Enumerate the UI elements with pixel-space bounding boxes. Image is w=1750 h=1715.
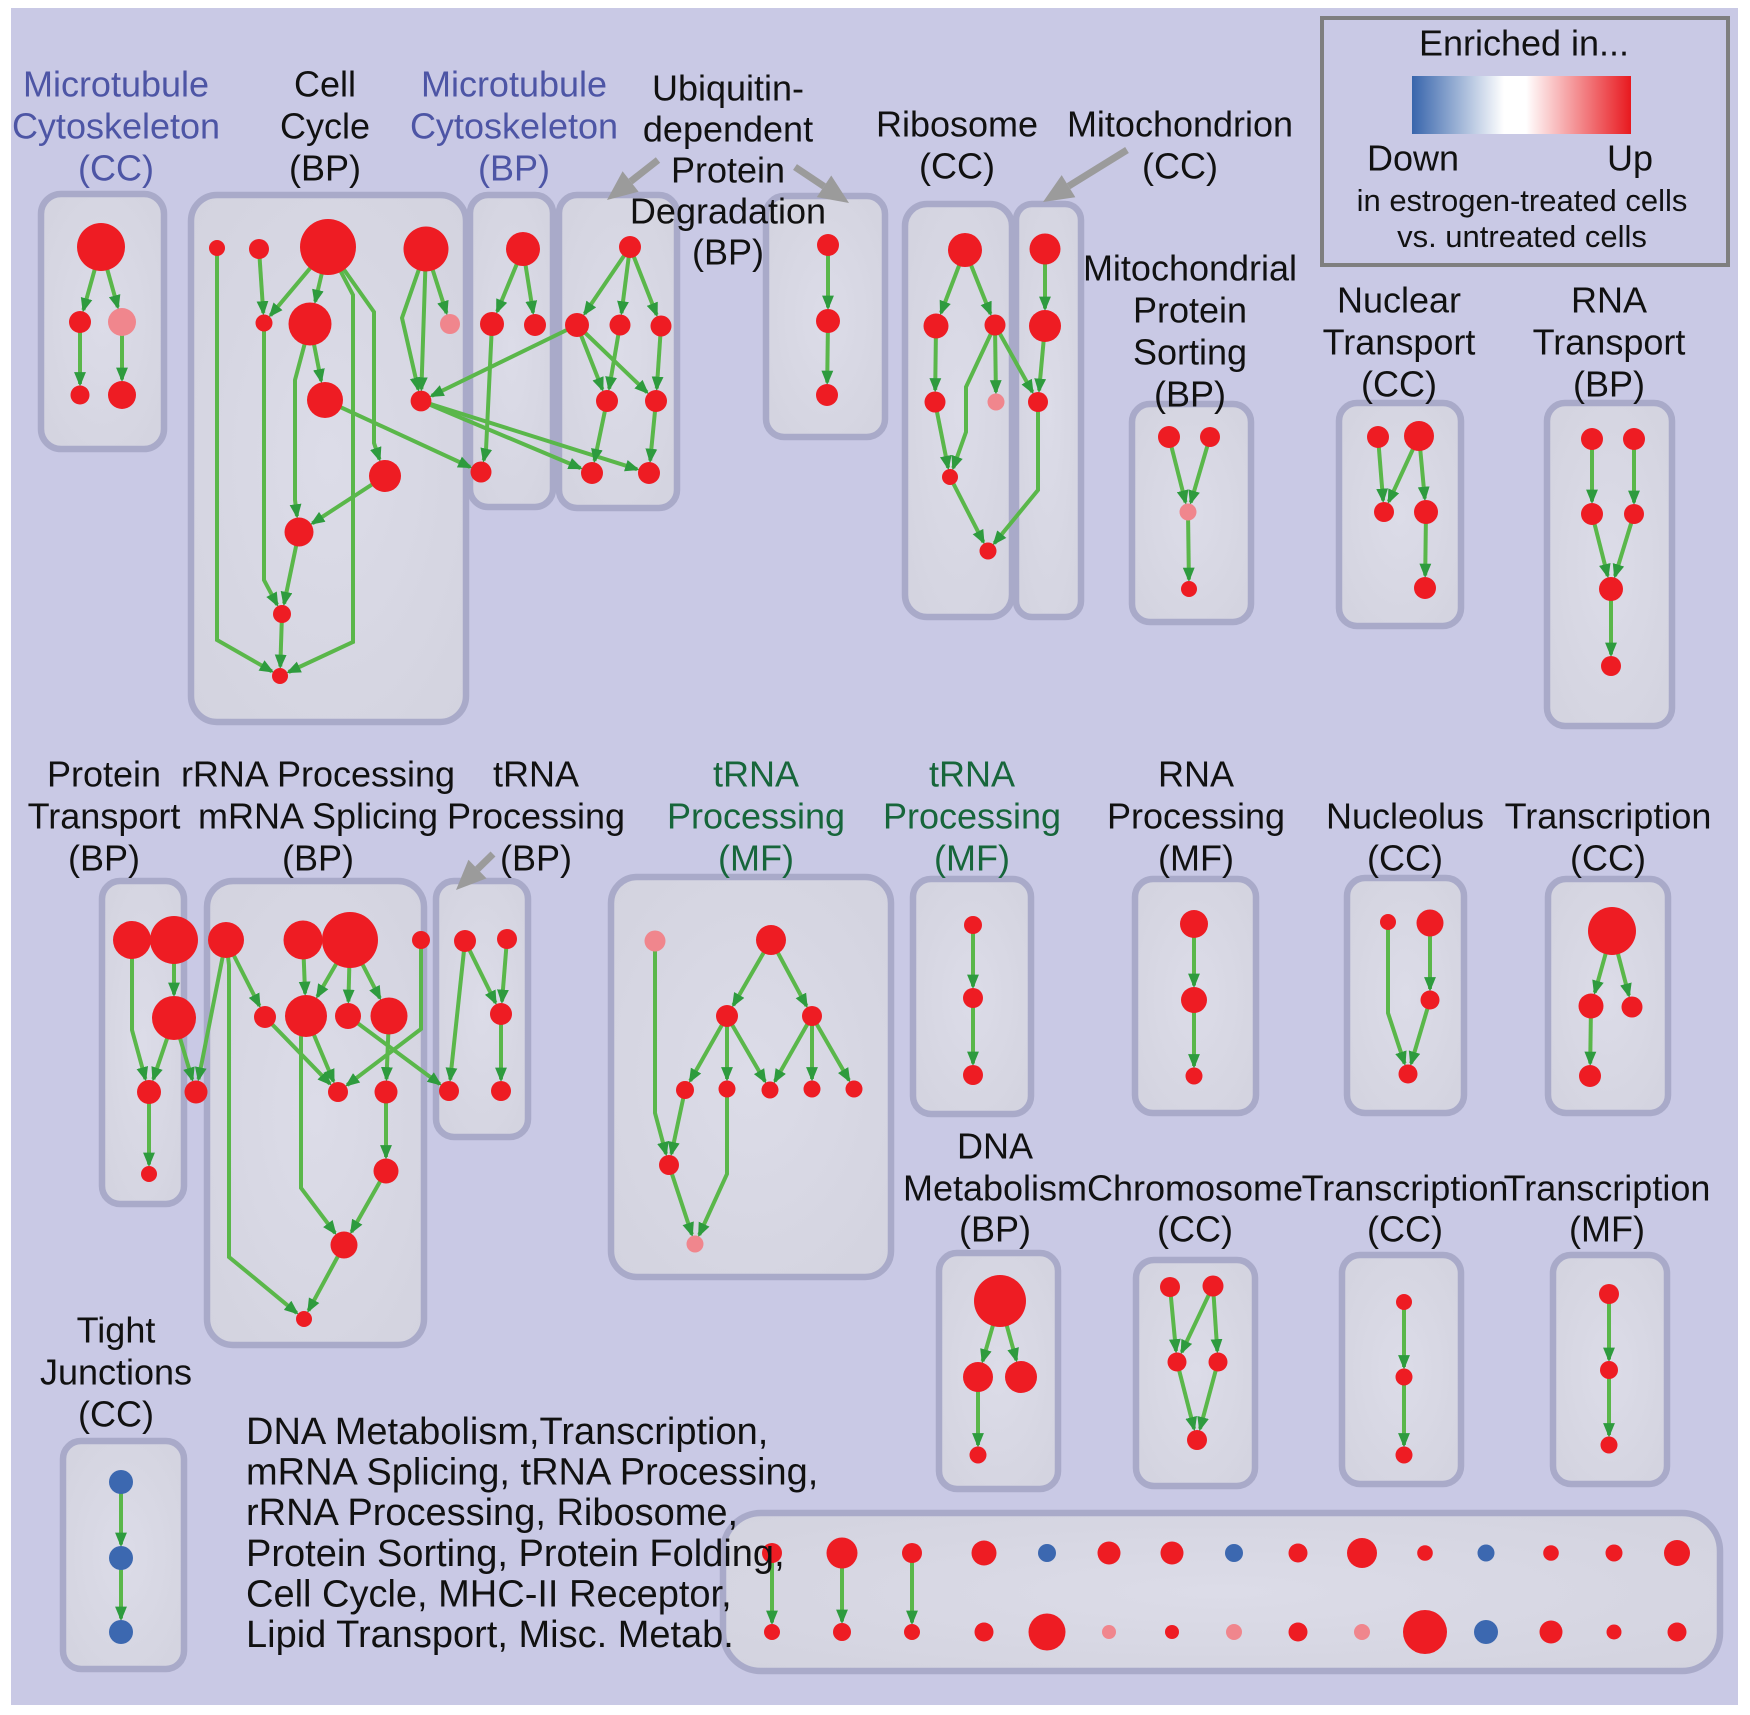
svg-text:DNA Metabolism,Transcription,: DNA Metabolism,Transcription, <box>246 1411 768 1453</box>
svg-text:Tight: Tight <box>77 1310 156 1351</box>
svg-text:rRNA Processing: rRNA Processing <box>181 754 455 795</box>
svg-text:Mitochondrion: Mitochondrion <box>1067 104 1293 145</box>
svg-text:(BP): (BP) <box>1573 364 1645 405</box>
svg-text:(BP): (BP) <box>500 838 572 879</box>
svg-text:tRNA: tRNA <box>929 754 1015 795</box>
svg-text:(CC): (CC) <box>1570 838 1646 879</box>
svg-text:(BP): (BP) <box>692 232 764 273</box>
svg-text:(CC): (CC) <box>1361 364 1437 405</box>
svg-text:Protein: Protein <box>671 150 785 191</box>
svg-text:Junctions: Junctions <box>40 1352 192 1393</box>
svg-text:Processing: Processing <box>1107 796 1285 837</box>
svg-text:Chromosome: Chromosome <box>1087 1168 1303 1209</box>
svg-text:(CC): (CC) <box>1367 838 1443 879</box>
svg-text:(MF): (MF) <box>1569 1209 1645 1250</box>
svg-text:DNA: DNA <box>957 1126 1033 1167</box>
svg-text:Transport: Transport <box>1323 322 1476 363</box>
svg-text:Processing: Processing <box>447 796 625 837</box>
svg-text:Protein: Protein <box>1133 290 1247 331</box>
svg-text:Degradation: Degradation <box>630 191 826 232</box>
svg-text:Processing: Processing <box>883 796 1061 837</box>
svg-text:mRNA Splicing, tRNA Processing: mRNA Splicing, tRNA Processing, <box>246 1452 818 1494</box>
svg-text:(BP): (BP) <box>1154 374 1226 415</box>
svg-text:(CC): (CC) <box>1157 1209 1233 1250</box>
svg-text:vs. untreated cells: vs. untreated cells <box>1397 219 1647 254</box>
svg-text:Transport: Transport <box>28 796 181 837</box>
svg-text:Metabolism: Metabolism <box>903 1168 1087 1209</box>
svg-text:RNA: RNA <box>1571 280 1647 321</box>
svg-text:(MF): (MF) <box>1158 838 1234 879</box>
svg-text:Protein: Protein <box>47 754 161 795</box>
svg-text:Transcription: Transcription <box>1504 1168 1711 1209</box>
svg-text:Mitochondrial: Mitochondrial <box>1083 248 1297 289</box>
svg-text:(MF): (MF) <box>934 838 1010 879</box>
svg-text:dependent: dependent <box>643 109 813 150</box>
svg-text:(CC): (CC) <box>78 148 154 189</box>
svg-text:Cytoskeleton: Cytoskeleton <box>410 106 618 147</box>
svg-text:Ribosome: Ribosome <box>876 104 1038 145</box>
svg-text:Transcription: Transcription <box>1505 796 1712 837</box>
svg-text:Nucleolus: Nucleolus <box>1326 796 1484 837</box>
svg-text:RNA: RNA <box>1158 754 1234 795</box>
svg-text:Cycle: Cycle <box>280 106 370 147</box>
svg-text:(BP): (BP) <box>289 148 361 189</box>
svg-text:Sorting: Sorting <box>1133 332 1247 373</box>
svg-text:tRNA: tRNA <box>713 754 799 795</box>
svg-text:Down: Down <box>1367 138 1459 179</box>
svg-text:Nuclear: Nuclear <box>1337 280 1461 321</box>
svg-text:(MF): (MF) <box>718 838 794 879</box>
svg-text:(BP): (BP) <box>959 1209 1031 1250</box>
svg-text:(CC): (CC) <box>919 146 995 187</box>
svg-text:(CC): (CC) <box>78 1394 154 1435</box>
svg-text:(BP): (BP) <box>68 838 140 879</box>
svg-text:Up: Up <box>1607 138 1653 179</box>
svg-text:Transcription: Transcription <box>1302 1168 1509 1209</box>
svg-text:Lipid Transport, Misc. Metab.: Lipid Transport, Misc. Metab. <box>246 1614 734 1656</box>
svg-text:Transport: Transport <box>1533 322 1686 363</box>
svg-text:(BP): (BP) <box>478 148 550 189</box>
svg-text:Cell Cycle, MHC-II Receptor,: Cell Cycle, MHC-II Receptor, <box>246 1573 732 1615</box>
svg-text:Cell: Cell <box>294 64 356 105</box>
svg-text:rRNA Processing, Ribosome,: rRNA Processing, Ribosome, <box>246 1492 738 1534</box>
svg-text:in estrogen-treated cells: in estrogen-treated cells <box>1357 183 1688 218</box>
svg-text:Protein Sorting, Protein Foldi: Protein Sorting, Protein Folding, <box>246 1533 785 1575</box>
svg-text:Processing: Processing <box>667 796 845 837</box>
svg-text:Enriched in...: Enriched in... <box>1419 23 1629 64</box>
svg-text:Ubiquitin-: Ubiquitin- <box>652 68 804 109</box>
svg-text:(BP): (BP) <box>282 838 354 879</box>
svg-text:Microtubule: Microtubule <box>23 64 209 105</box>
svg-text:(CC): (CC) <box>1367 1209 1443 1250</box>
svg-text:tRNA: tRNA <box>493 754 579 795</box>
svg-text:mRNA Splicing: mRNA Splicing <box>198 796 438 837</box>
svg-text:Microtubule: Microtubule <box>421 64 607 105</box>
svg-text:Cytoskeleton: Cytoskeleton <box>12 106 220 147</box>
svg-text:(CC): (CC) <box>1142 146 1218 187</box>
